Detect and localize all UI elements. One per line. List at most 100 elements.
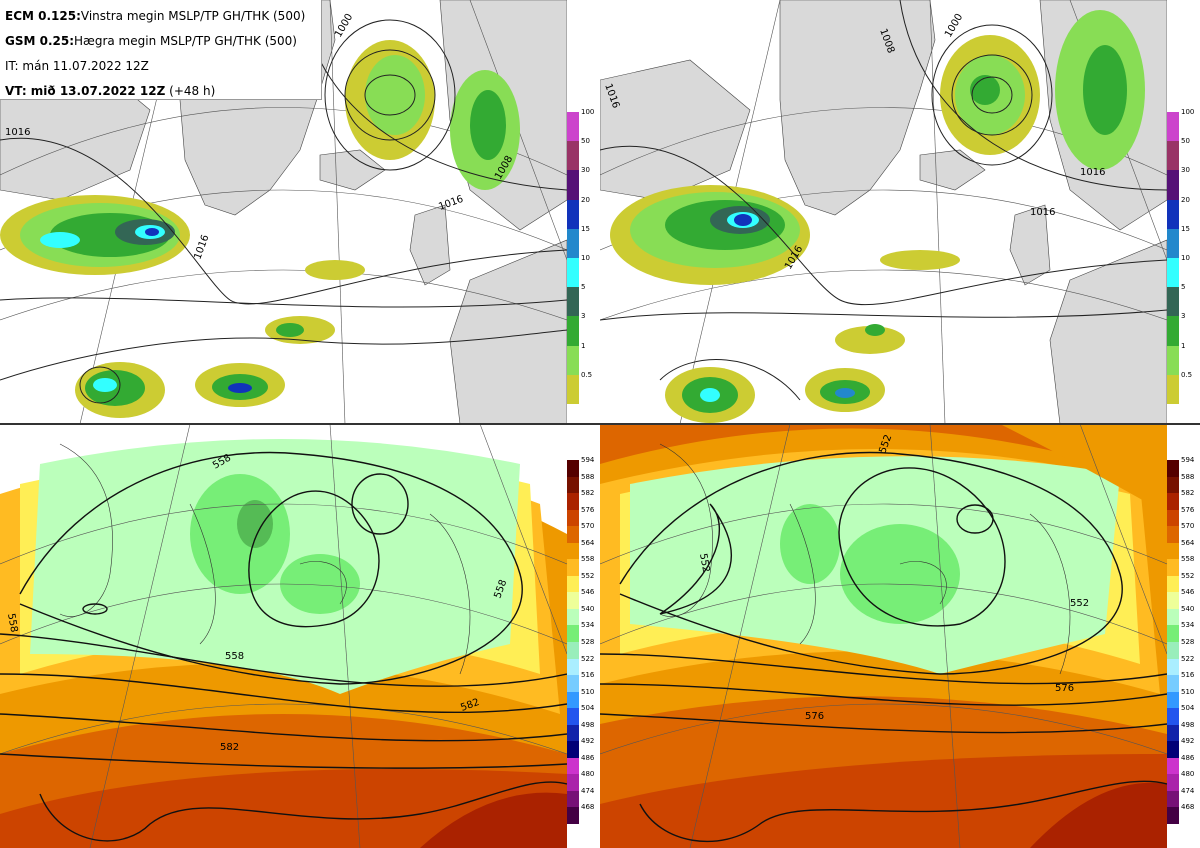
colorbar-tick-label: 510 [581,687,595,696]
colorbar-swatch [1167,316,1179,347]
colorbar-tick-label: 486 [1181,753,1195,762]
precipitation-areas [0,40,520,418]
colorbar-tick-label: 582 [581,489,595,498]
colorbar-tick-label: 498 [581,720,595,729]
colorbar-tick-label: 570 [581,522,595,531]
colorbar-swatch [567,199,579,230]
panel-divider [0,423,1200,425]
colorbar-tick-label: 534 [1181,621,1195,630]
colorbar-swatch [567,460,579,478]
colorbar-swatch [1167,774,1179,792]
thickness-map: 552 552 576 552 576 [600,424,1167,848]
colorbar-tick-label: 540 [1181,604,1195,613]
colorbar-tick-label: 528 [581,638,595,646]
colorbar-swatch [1167,708,1179,726]
colorbar-tick-label: 50 [1181,137,1190,146]
map-bottom-right-gsm-thickness: 552 552 576 552 576 [600,424,1167,848]
thickness-colorbar-right: 594 588 582 576 570 564 558 552 546 540 534 528 522 5… [1167,457,1200,825]
colorbar-swatch [567,774,579,792]
colorbar-tick-label: 516 [1181,671,1195,680]
colorbar-tick-label: 588 [581,472,595,481]
colorbar-swatch [1167,228,1179,259]
colorbar-swatch [1167,258,1179,288]
colorbar-tick-label: 10 [1181,254,1190,262]
colorbar-tick-label: 516 [581,671,595,680]
colorbar-swatch [567,112,579,142]
colorbar-swatch [1167,374,1179,405]
colorbar-swatch [567,691,579,709]
colorbar-tick-label: 534 [581,621,595,630]
colorbar-swatch [1167,741,1179,759]
colorbar-tick-label: 522 [581,654,595,663]
colorbar-swatch [567,608,579,626]
colorbar-swatch [567,287,579,317]
colorbar-swatch [567,807,579,825]
colorbar-swatch [567,476,579,494]
colorbar-tick-label: 552 [1181,571,1195,580]
colorbar-swatch [567,575,579,593]
colorbar-tick-label: 50 [581,137,590,146]
colorbar-swatch [1167,757,1179,775]
contour-label: 552 [1070,598,1089,609]
isobar-label: 1016 [1030,207,1055,218]
colorbar-tick-label: 474 [1181,786,1195,795]
colorbar-swatch [567,757,579,775]
british-isles-land [1009,204,1051,286]
colorbar-tick-label: 3 [581,312,586,321]
colorbar-swatch [1167,112,1179,142]
colorbar-tick-label: 5 [581,283,586,292]
colorbar-tick-label: 510 [1181,687,1195,696]
info-line-valid-time: VT: mið 13.07.2022 12Z (+48 h) [5,84,216,98]
colorbar-tick-label: 540 [581,604,595,613]
colorbar-swatch [567,493,579,511]
colorbar-tick-label: 480 [581,770,595,779]
colorbar-tick-label: 576 [1181,505,1195,514]
colorbar-swatch [1167,199,1179,230]
colorbar-swatch [567,642,579,660]
colorbar-swatch [1167,141,1179,171]
colorbar-swatch [1167,807,1179,825]
colorbar-swatch [1167,460,1179,478]
contour-label: 558 [5,613,19,634]
colorbar-swatch [1167,608,1179,626]
colorbar-swatch [1167,790,1179,808]
colorbar-swatch [567,374,579,405]
precip-colorbar-left: 100 50 30 20 15 10 5 3 1 0.5 [567,109,601,405]
colorbar-swatch [567,526,579,544]
colorbar-tick-label: 546 [581,588,595,597]
colorbar-tick-label: 0.5 [1181,370,1193,379]
colorbar-tick-label: 594 [581,456,595,464]
colorbar-tick-label: 474 [581,786,595,795]
colorbar-tick-label: 1 [581,341,586,350]
colorbar-tick-label: 582 [1181,489,1195,498]
thickness-colorbar-left: 594 588 582 576 570 564 558 552 546 540 534 528 522 5… [567,456,601,825]
canada-land [600,59,751,201]
colorbar-swatch [1167,345,1179,376]
isobar-label: 1016 [1080,167,1105,178]
colorbar-swatch [567,509,579,527]
colorbar-tick-label: 5 [1181,283,1186,292]
colorbar-tick-label: 564 [1181,538,1195,547]
colorbar-tick-label: 558 [1181,555,1195,564]
colorbar-swatch [1167,287,1179,317]
contour-label: 576 [805,711,824,722]
colorbar-tick-label: 15 [1181,224,1190,233]
europe-land [449,239,567,424]
height-contours [600,451,1167,843]
colorbar-tick-label: 492 [1181,737,1195,746]
colorbar-tick-label: 528 [1181,638,1195,646]
colorbar-swatch [567,790,579,808]
colorbar-swatch [567,625,579,643]
info-line-gsm: GSM 0.25:Hægra megin MSLP/TP GH/THK (500… [5,34,297,48]
colorbar-swatch [1167,526,1179,544]
colorbar-swatch [567,316,579,347]
colorbar-tick-label: 570 [1181,522,1195,531]
colorbar-swatch [567,675,579,693]
colorbar-swatch [1167,476,1179,494]
contour-label: 552 [697,553,711,574]
colorbar-tick-label: 30 [581,166,590,175]
colorbar-tick-label: 576 [581,505,595,514]
colorbar-tick-label: 10 [581,254,590,262]
colorbar-swatch [1167,559,1179,577]
colorbar-tick-label: 468 [581,803,595,812]
